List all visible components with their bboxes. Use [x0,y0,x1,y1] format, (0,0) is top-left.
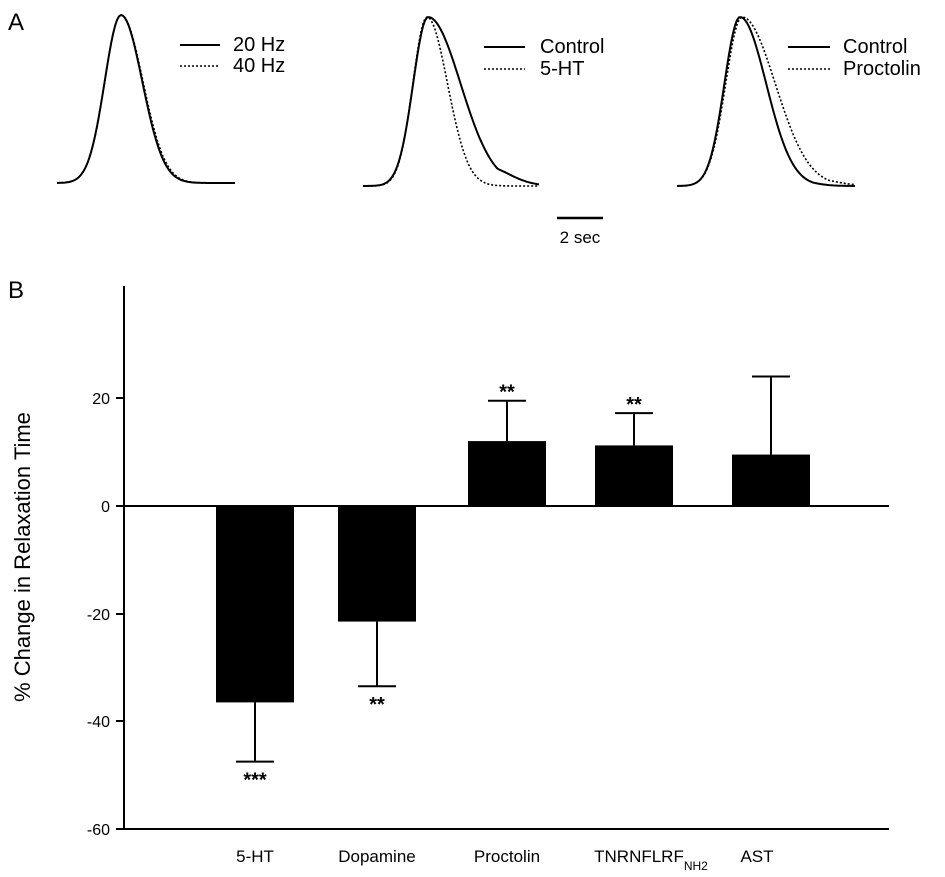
significance-marker-2: ** [499,382,515,404]
legend-3-dotted-label: Proctolin [843,58,921,80]
legend-3-solid-label: Control [843,36,907,58]
scale-bar-label: 2 sec [560,228,601,247]
category-label-proctolin-main: Proctolin [474,847,540,866]
category-label-proctolin: Proctolin [474,847,540,866]
category-label-5ht: 5-HT [236,847,274,866]
legend-2-solid-label: Control [540,36,604,58]
y-tick-label-0: 0 [101,499,110,516]
bars: ********* [216,375,810,792]
category-label-tnrnflrf-main: TNRNFLRF [594,847,684,866]
category-labels: 5-HT Dopamine Proctolin TNRNFLRFNH2 AST [236,847,773,873]
significance-marker-3: ** [626,394,642,416]
y-tick-label-minus-20: -20 [87,607,110,624]
legend-1-dotted-label: 40 Hz [233,55,285,77]
bar-chart-axes: 20 0 -20 -40 -60 [87,286,889,839]
category-label-tnrnflrf-sub: NH2 [684,859,708,873]
category-label-dopamine-main: Dopamine [338,847,416,866]
panel-b-label: B [8,277,24,304]
trace-group-2: Control 5-HT [363,16,604,187]
trace-group-3: Control Proctolin [676,16,921,187]
y-axis-label: % Change in Relaxation Time [10,412,35,702]
significance-marker-0: *** [243,770,267,792]
trace-1-dotted [57,14,235,184]
legend-1-solid-label: 20 Hz [233,34,285,56]
category-label-ast: AST [740,847,773,866]
significance-marker-1: ** [369,694,385,716]
y-tick-label-minus-60: -60 [87,822,110,839]
bar-1 [338,505,416,622]
panel-a-label: A [8,9,24,36]
trace-2-dotted [363,16,539,187]
category-label-tnrnflrf: TNRNFLRFNH2 [594,847,708,873]
y-tick-label-20: 20 [92,391,110,408]
category-label-5ht-main: 5-HT [236,847,274,866]
trace-2-solid [363,16,540,187]
trace-3-solid [676,16,855,187]
legend-2-dotted-label: 5-HT [540,58,584,80]
bar-4 [732,454,810,506]
trace-3-dotted [677,16,856,187]
bar-3 [595,445,673,506]
bar-0 [216,505,294,703]
category-label-dopamine: Dopamine [338,847,416,866]
y-tick-label-minus-40: -40 [87,714,110,731]
trace-group-1: 20 Hz 40 Hz [57,13,285,184]
category-label-ast-main: AST [740,847,773,866]
bar-2 [468,441,546,506]
